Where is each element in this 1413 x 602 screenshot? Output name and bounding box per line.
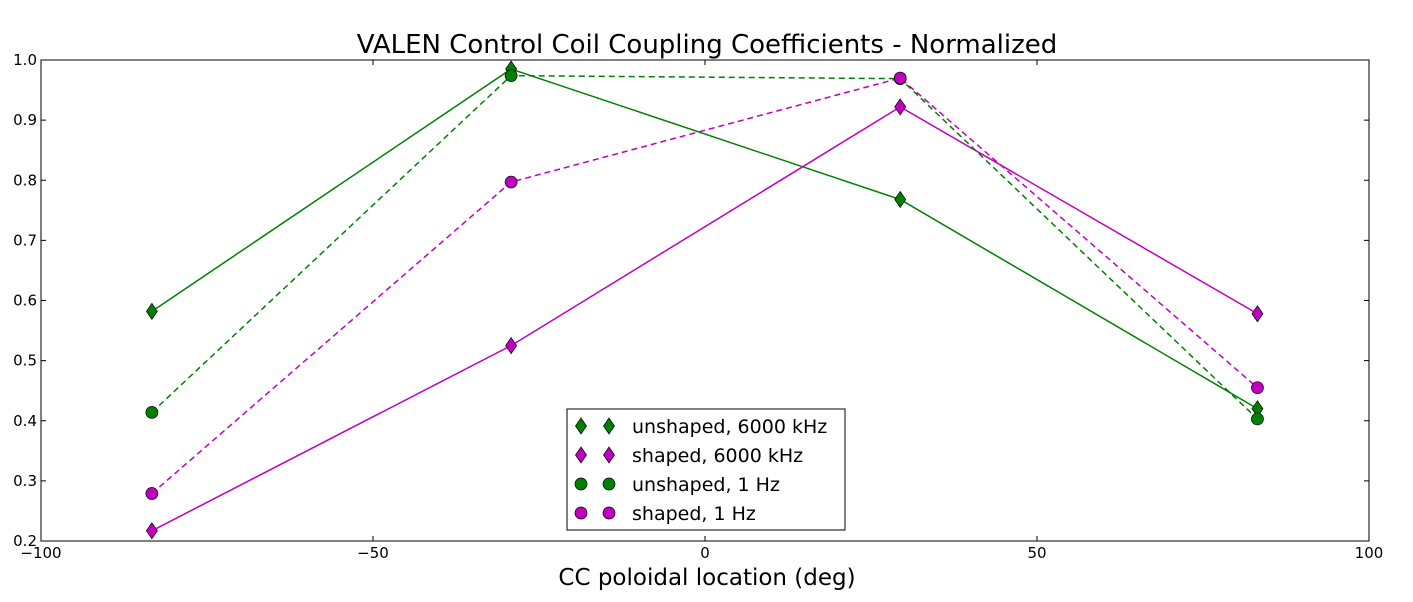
chart-title: VALEN Control Coil Coupling Coefficients… xyxy=(357,30,1058,60)
y-tick-label-4: 0.6 xyxy=(13,292,37,310)
x-tick-label-2: 0 xyxy=(700,544,710,562)
y-tick-label-6: 0.8 xyxy=(13,171,37,189)
legend-marker-1-b xyxy=(603,446,615,464)
series-0 xyxy=(145,60,1264,418)
x-tick-label-1: −50 xyxy=(357,544,389,562)
data-point-3-3 xyxy=(1251,381,1264,395)
legend-label-3: shaped, 1 Hz xyxy=(632,503,756,525)
data-point-2-3 xyxy=(1251,412,1264,426)
series-line-0 xyxy=(151,68,1258,410)
x-tick-label-3: 50 xyxy=(1027,544,1046,562)
legend-label-2: unshaped, 1 Hz xyxy=(632,474,780,496)
legend-marker-3-a xyxy=(574,506,588,520)
series-line-3 xyxy=(151,77,1258,495)
data-point-3-1 xyxy=(504,175,518,189)
legend: unshaped, 6000 kHz shaped, 6000 kHz unshap… xyxy=(566,408,846,531)
data-point-2-1 xyxy=(504,69,518,82)
data-point-3-2 xyxy=(893,71,907,85)
series-line-2 xyxy=(151,74,1258,420)
legend-item-2: unshaped, 1 Hz xyxy=(574,474,780,496)
data-point-1-1 xyxy=(505,336,518,355)
x-tick-label-4: 100 xyxy=(1355,544,1384,562)
legend-marker-0-a xyxy=(575,417,587,435)
series-layer xyxy=(145,60,1264,540)
legend-marker-2-a xyxy=(574,477,588,491)
y-tick-label-2: 0.4 xyxy=(13,412,37,430)
legend-label-1: shaped, 6000 kHz xyxy=(632,445,803,467)
series-1 xyxy=(145,98,1264,540)
data-point-2-0 xyxy=(145,405,159,419)
y-tick-label-7: 0.9 xyxy=(13,111,37,129)
legend-item-3: shaped, 1 Hz xyxy=(574,503,756,525)
data-point-1-3 xyxy=(1251,305,1264,323)
legend-item-1: shaped, 6000 kHz xyxy=(575,445,803,467)
legend-item-0: unshaped, 6000 kHz xyxy=(575,416,827,438)
y-tick-label-0: 0.2 xyxy=(13,532,37,550)
legend-marker-3-b xyxy=(602,506,616,520)
legend-box xyxy=(566,408,846,531)
legend-marker-2-b xyxy=(602,477,616,491)
data-point-0-0 xyxy=(145,302,158,320)
x-tick-label-0: −100 xyxy=(20,544,61,562)
data-point-3-0 xyxy=(145,487,159,500)
y-tick-label-1: 0.3 xyxy=(13,472,37,490)
y-tick-label-3: 0.5 xyxy=(13,352,37,370)
series-line-1 xyxy=(151,106,1258,532)
series-3 xyxy=(145,71,1264,500)
y-tick-label-8: 1.0 xyxy=(13,51,37,69)
y-tick-label-5: 0.7 xyxy=(13,231,37,249)
legend-marker-0-b xyxy=(603,417,615,435)
data-point-1-2 xyxy=(894,98,907,116)
ticks-layer: −100 −50 0 50 100 0.2 0.3 0.4 0.5 0.6 0.7 0.8 0.9 1.0 xyxy=(13,51,1383,562)
data-point-0-2 xyxy=(894,190,907,209)
data-point-1-0 xyxy=(145,522,158,540)
series-2 xyxy=(145,69,1264,426)
legend-marker-1-a xyxy=(575,446,587,464)
x-axis-label: CC poloidal location (deg) xyxy=(558,565,855,591)
legend-label-0: unshaped, 6000 kHz xyxy=(632,416,827,438)
